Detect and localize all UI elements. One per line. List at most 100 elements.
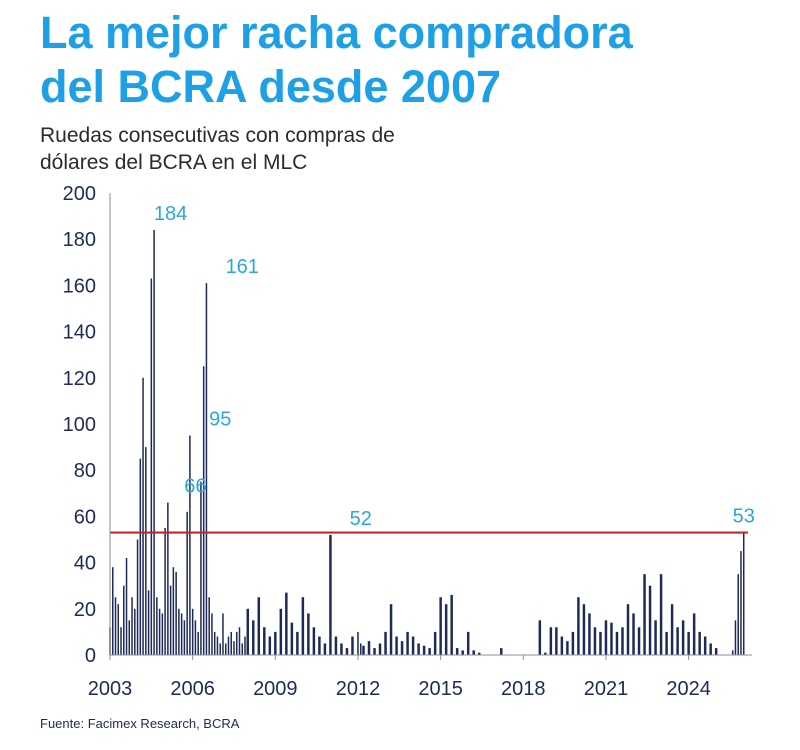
streak-bar [450,594,453,655]
streak-bar [555,627,558,655]
data-label: 95 [209,409,231,431]
streak-bar [588,613,591,655]
streak-bar [194,620,197,655]
data-label: 161 [226,256,259,278]
streak-bar [219,643,221,655]
y-tick-label: 120 [63,368,96,390]
y-tick-label: 200 [63,183,96,205]
streak-bar [659,574,663,655]
streak-bar [422,645,426,655]
streak-bar [734,620,737,655]
x-tick-label: 2006 [170,678,215,700]
streak-bar [211,613,213,655]
x-tick-label: 2012 [336,678,381,700]
streak-bar [114,597,117,655]
streak-bar [161,613,164,655]
streak-bar [643,574,646,655]
streak-bar [172,567,175,655]
streak-bar [455,648,459,655]
streak-bar [687,631,690,655]
streak-bar [395,636,398,655]
streak-bar [582,604,586,655]
streak-bar [615,631,619,655]
streak-bar [389,604,393,655]
streak-bar [665,631,668,655]
streak-bar [637,627,641,655]
streak-bar [466,631,470,655]
y-axis: 0 20 40 60 80 100 120 140 160 180 200 [63,183,111,667]
streak-bar [378,643,382,655]
chart-title: La mejor racha compradora del BCRA desde… [40,6,633,114]
streak-bar [222,613,224,655]
streak-bar [268,636,272,655]
streak-bar [428,648,431,655]
title-line-1: La mejor racha compradora [40,7,633,58]
y-tick-label: 160 [63,275,96,297]
streak-bar [134,608,136,655]
streak-bar [334,636,338,655]
x-tick-label: 2009 [253,678,298,700]
streak-bar [740,551,742,655]
streak-bar [472,650,475,655]
streak-bar [178,608,180,655]
streak-bar [626,604,630,655]
streak-bar [709,643,712,655]
streak-bar [698,631,701,655]
streak-bar [433,631,437,655]
streak-bar [117,604,120,655]
data-label: 52 [350,508,372,530]
streak-bar [692,613,696,655]
streak-bar [307,613,310,655]
streak-bar [189,435,191,655]
y-tick-label: 0 [85,645,96,667]
streak-bar [417,643,420,655]
x-tick-label: 2015 [418,678,463,700]
data-labels: 184 66 95 161 52 53 [154,203,755,530]
streak-bar [252,620,255,655]
source-note: Fuente: Facimex Research, BCRA [40,716,240,731]
streak-bar [153,229,155,655]
streak-bar [125,557,128,655]
streak-bar [621,627,624,655]
streak-bar [208,597,210,655]
chart-subtitle: Ruedas consecutivas con compras de dólar… [40,122,395,176]
y-tick-label: 60 [74,506,96,528]
streak-bar [731,650,734,655]
streak-bar [186,511,188,655]
streak-bar [290,622,294,655]
streak-bar [737,574,739,655]
streak-bar [164,527,166,655]
y-tick-label: 140 [63,322,96,344]
streak-bar [230,631,232,655]
streak-bar [244,636,246,655]
streak-bar [406,631,409,655]
streak-bar [136,539,139,655]
y-tick-label: 20 [74,599,96,621]
streak-bar [714,648,718,655]
streak-bar [175,571,177,655]
streak-bar [566,641,569,655]
x-tick-label: 2024 [666,678,711,700]
streak-bar [599,631,602,655]
streak-bar [238,627,241,655]
streak-bar [357,631,359,655]
streak-bar [439,597,442,655]
streak-bar [263,627,266,655]
streak-bar [128,620,131,655]
streak-bar [147,590,150,655]
streak-bar [227,636,230,655]
streak-bar [145,447,147,655]
title-line-2: del BCRA desde 2007 [40,61,502,112]
x-tick-label: 2021 [584,678,629,700]
streak-bar [549,627,553,655]
streak-bar [131,597,133,655]
streak-bar [742,532,745,655]
streak-bar [274,631,277,655]
y-tick-label: 180 [63,229,96,251]
streak-bar [681,620,685,655]
streak-bar [329,534,332,655]
streak-bar [123,585,125,655]
streak-bar [703,636,707,655]
streak-bar [500,648,503,655]
